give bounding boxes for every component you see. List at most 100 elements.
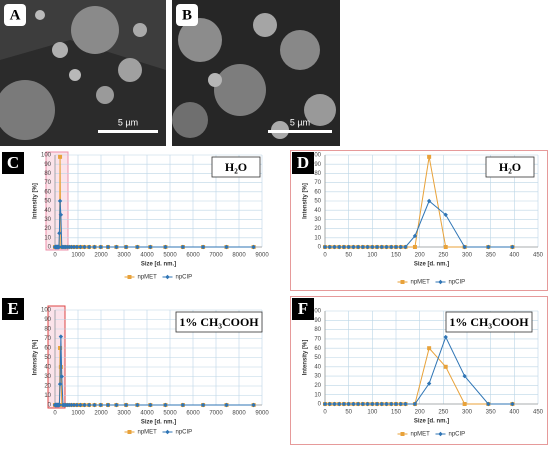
marker bbox=[200, 244, 206, 250]
marker bbox=[412, 401, 418, 407]
y-tick-label: 80 bbox=[314, 171, 321, 177]
marker bbox=[384, 244, 389, 250]
x-axis-title: Size [d. nm.] bbox=[414, 419, 449, 425]
marker bbox=[66, 402, 72, 408]
marker bbox=[114, 402, 119, 408]
y-tick-label: 50 bbox=[314, 355, 321, 361]
marker bbox=[379, 244, 384, 250]
x-tick-label: 100 bbox=[367, 253, 378, 259]
marker bbox=[69, 402, 74, 408]
image-label: B bbox=[182, 7, 192, 23]
y-tick-label: 50 bbox=[314, 199, 321, 205]
x-tick-label: 450 bbox=[533, 410, 544, 416]
marker bbox=[462, 244, 467, 250]
y-tick-label: 60 bbox=[314, 189, 321, 195]
marker bbox=[98, 402, 103, 408]
y-tick-label: 60 bbox=[314, 346, 321, 352]
marker bbox=[443, 245, 448, 249]
y-tick-label: 20 bbox=[44, 384, 51, 390]
marker bbox=[438, 279, 443, 285]
y-tick-label: 10 bbox=[314, 235, 321, 241]
y-tick-label: 60 bbox=[44, 346, 51, 352]
marker bbox=[92, 244, 97, 250]
y-tick-label: 80 bbox=[314, 327, 321, 333]
x-tick-label: 1000 bbox=[71, 253, 85, 259]
marker bbox=[332, 401, 337, 407]
marker bbox=[355, 401, 361, 407]
y-tick-label: 10 bbox=[44, 235, 51, 241]
marker bbox=[98, 244, 103, 250]
marker bbox=[135, 402, 140, 408]
marker bbox=[379, 401, 384, 407]
marker bbox=[69, 244, 74, 250]
x-tick-label: 2000 bbox=[94, 411, 108, 417]
x-tick-label: 350 bbox=[486, 253, 497, 259]
series-line bbox=[325, 156, 513, 248]
marker bbox=[82, 402, 87, 408]
y-tick-label: 20 bbox=[314, 226, 321, 232]
x-tick-label: 400 bbox=[509, 410, 520, 416]
x-tick-label: 4000 bbox=[140, 253, 154, 259]
marker bbox=[510, 244, 515, 250]
panel-label-box bbox=[2, 298, 24, 320]
marker bbox=[58, 365, 63, 369]
y-tick-label: 70 bbox=[314, 336, 321, 342]
x-tick-label: 5000 bbox=[163, 411, 177, 417]
marker bbox=[57, 381, 63, 387]
marker bbox=[66, 244, 72, 250]
x-tick-label: 8000 bbox=[232, 411, 246, 417]
marker bbox=[360, 401, 366, 407]
y-tick-label: 60 bbox=[44, 189, 51, 195]
x-tick-label: 250 bbox=[438, 410, 449, 416]
x-tick-label: 300 bbox=[462, 253, 473, 259]
y-axis-title: Intensity [%] bbox=[33, 183, 39, 219]
y-tick-label: 30 bbox=[314, 217, 321, 223]
y-tick-label: 70 bbox=[314, 180, 321, 186]
marker bbox=[163, 244, 168, 250]
marker bbox=[337, 401, 342, 407]
x-tick-label: 6000 bbox=[186, 253, 200, 259]
marker bbox=[200, 402, 206, 408]
legend-label: npCIP bbox=[449, 432, 466, 438]
marker bbox=[374, 244, 380, 250]
marker bbox=[374, 401, 380, 407]
panel-label-box bbox=[292, 298, 314, 320]
x-tick-label: 450 bbox=[533, 253, 544, 259]
x-tick-label: 6000 bbox=[186, 411, 200, 417]
annotation: 1% CH₃COOH bbox=[179, 315, 259, 329]
x-tick-label: 300 bbox=[462, 410, 473, 416]
image-label: A bbox=[10, 7, 21, 23]
legend-label: npMET bbox=[138, 275, 158, 281]
x-tick-label: 9000 bbox=[255, 411, 269, 417]
marker bbox=[224, 402, 229, 408]
marker bbox=[346, 401, 351, 407]
marker bbox=[426, 381, 432, 386]
y-tick-label: 30 bbox=[314, 374, 321, 380]
marker bbox=[58, 346, 63, 350]
panel-label: D bbox=[297, 153, 309, 172]
x-tick-label: 5000 bbox=[163, 253, 177, 259]
marker bbox=[92, 402, 97, 408]
x-tick-label: 0 bbox=[53, 411, 57, 417]
marker bbox=[74, 402, 80, 408]
x-tick-label: 8000 bbox=[232, 253, 246, 259]
legend-label: npCIP bbox=[449, 280, 466, 286]
series-line bbox=[55, 200, 254, 248]
y-tick-label: 30 bbox=[44, 374, 51, 380]
scale-bar-label: 5 µm bbox=[290, 117, 310, 127]
y-tick-label: 90 bbox=[314, 318, 321, 324]
x-tick-label: 0 bbox=[323, 410, 327, 416]
y-tick-label: 20 bbox=[44, 226, 51, 232]
marker bbox=[57, 198, 63, 204]
legend-label: npMET bbox=[411, 432, 431, 438]
y-tick-label: 10 bbox=[44, 393, 51, 399]
x-tick-label: 200 bbox=[415, 253, 426, 259]
marker bbox=[365, 244, 370, 250]
marker bbox=[400, 432, 405, 436]
marker bbox=[56, 244, 62, 250]
marker bbox=[486, 244, 491, 250]
marker bbox=[341, 401, 347, 407]
marker bbox=[57, 231, 62, 236]
legend-label: npMET bbox=[411, 280, 431, 286]
marker bbox=[59, 374, 64, 379]
